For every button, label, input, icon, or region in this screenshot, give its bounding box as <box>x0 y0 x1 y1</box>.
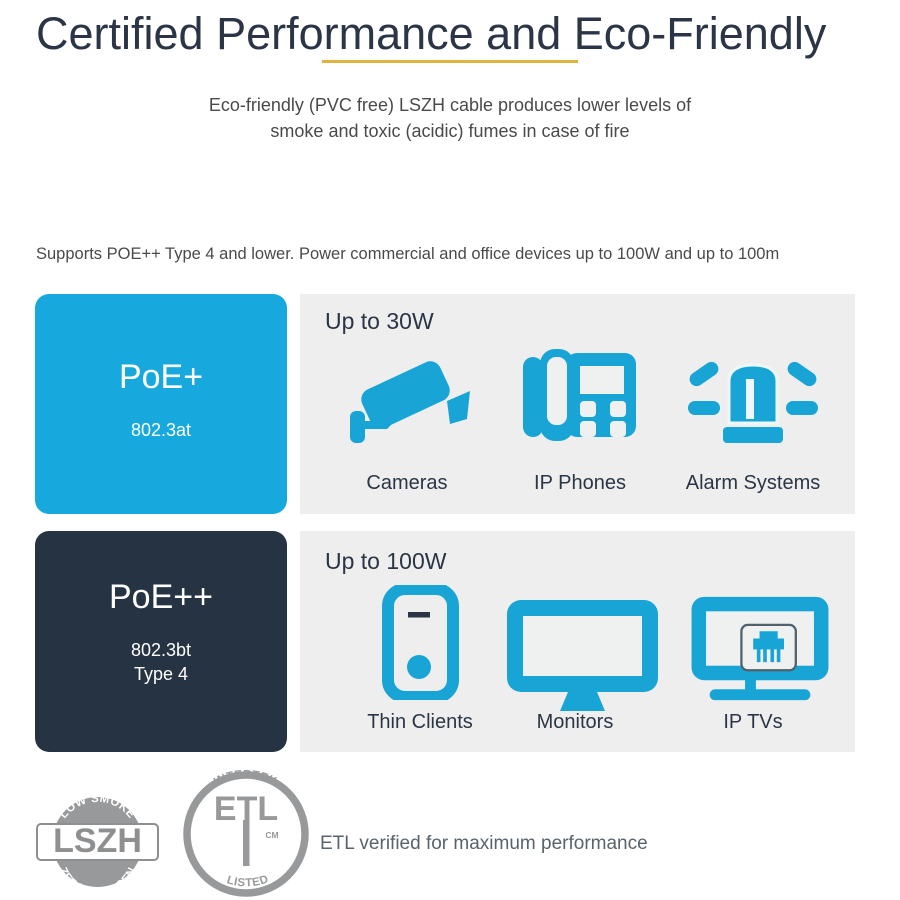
svg-text:INTERTEK: INTERTEK <box>212 770 279 788</box>
svg-text:CM: CM <box>265 830 278 840</box>
svg-text:LSZH: LSZH <box>53 822 142 860</box>
